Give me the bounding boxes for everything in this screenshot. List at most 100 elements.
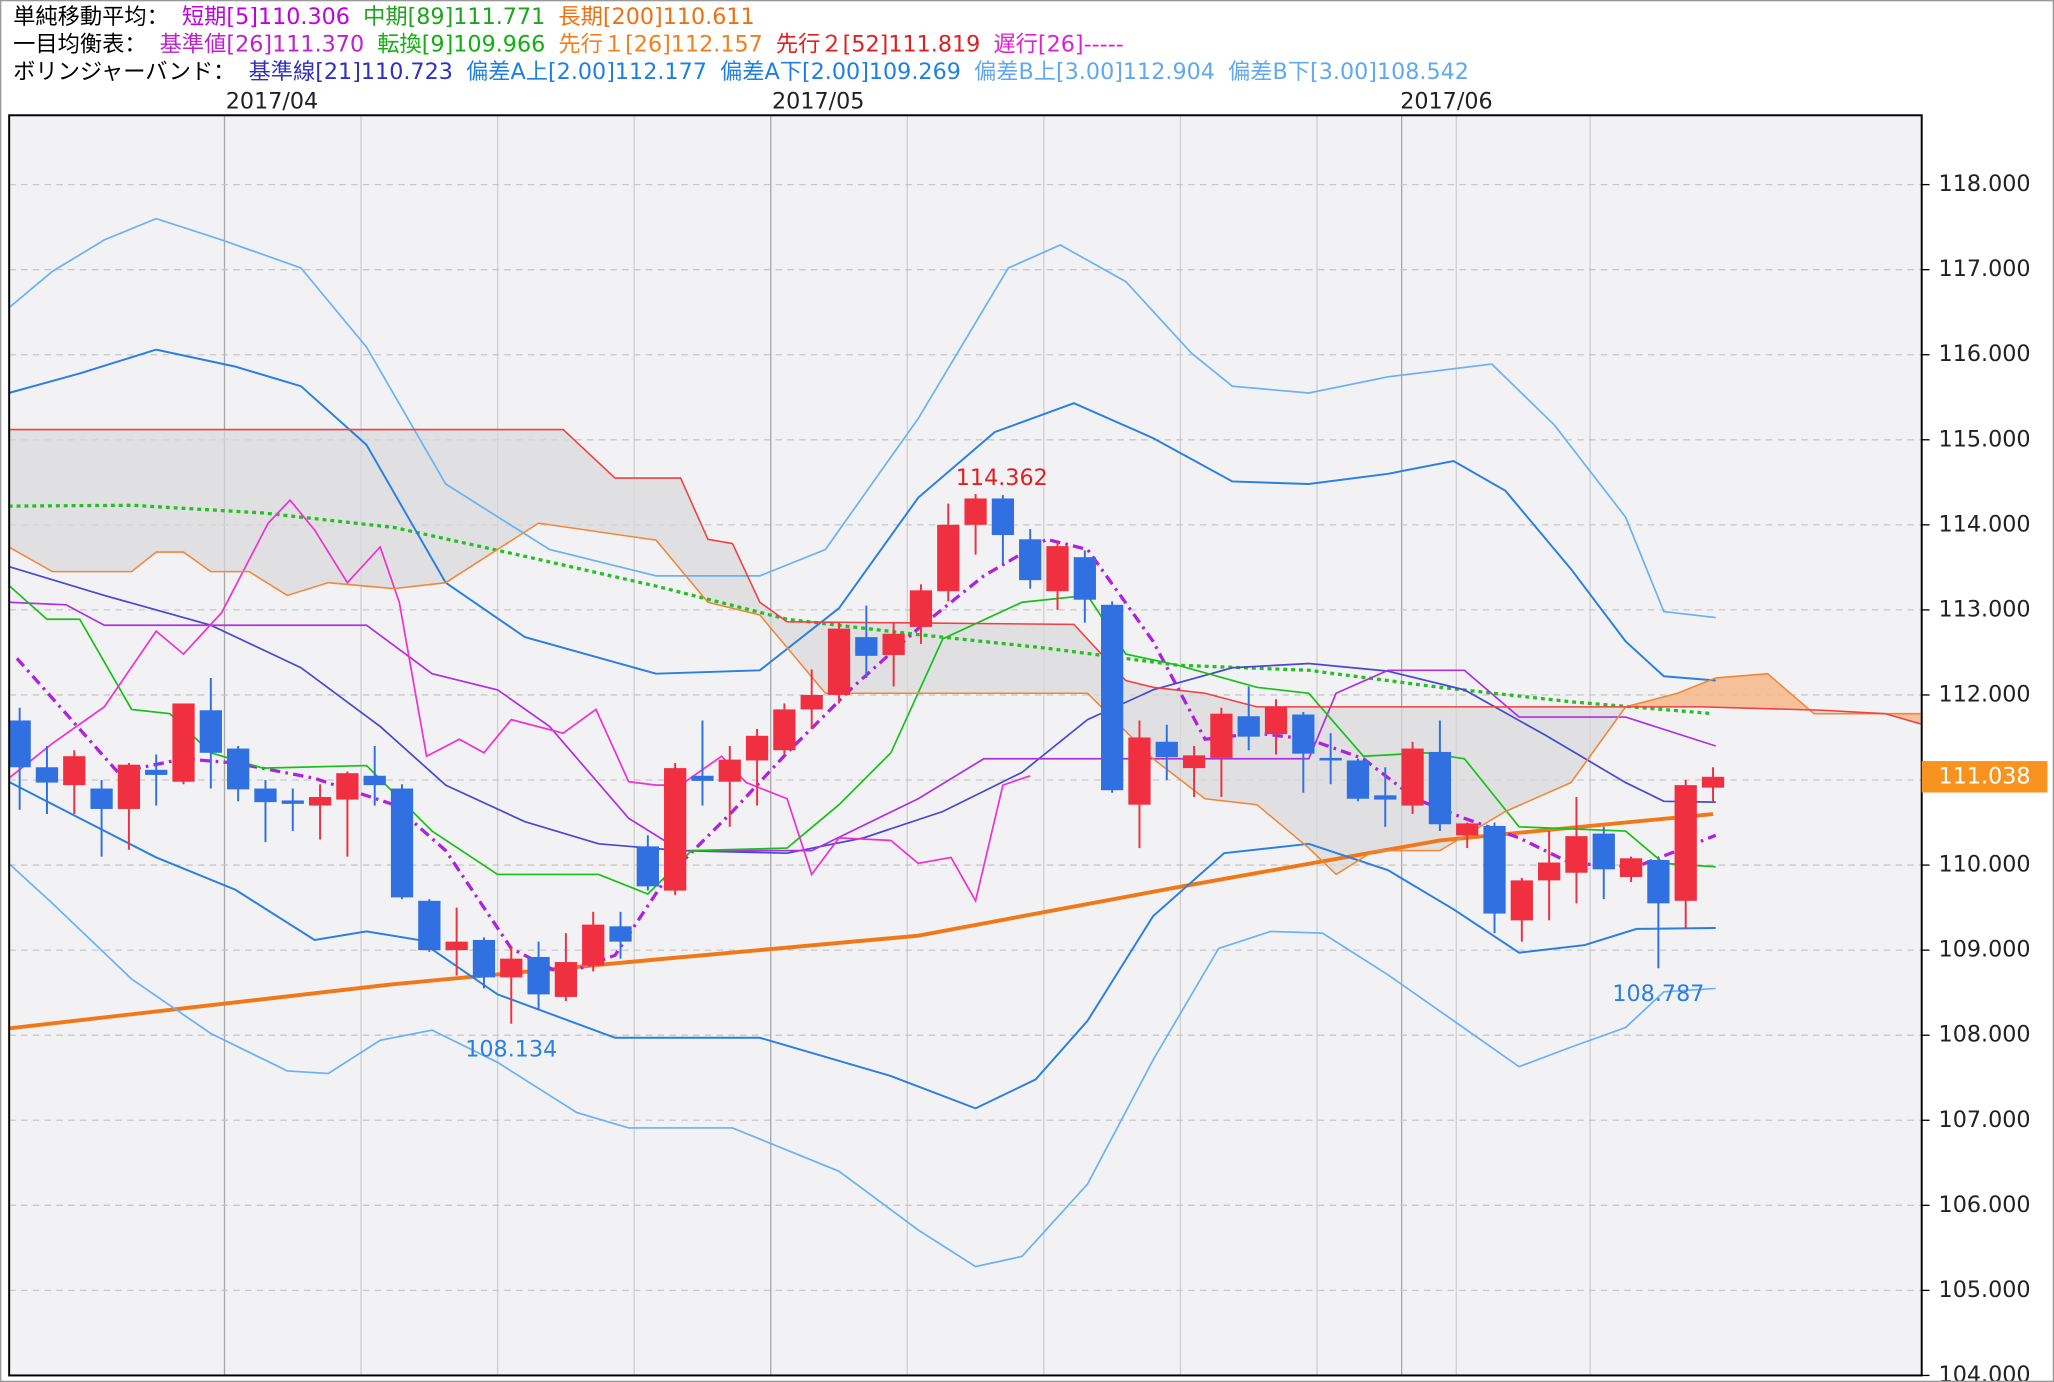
- candle-body: [1374, 795, 1397, 800]
- candle-body: [1483, 825, 1506, 914]
- candle-body: [1319, 757, 1342, 761]
- indicator-line: [8, 522, 1921, 876]
- candle-body: [145, 769, 168, 775]
- candle-body: [636, 846, 659, 887]
- candle-body: [199, 710, 222, 753]
- candle-body: [745, 735, 769, 761]
- price-tag: [1921, 761, 2048, 793]
- legend-entry: 偏差B下[3.00]108.542: [1228, 59, 1469, 85]
- candle-body: [363, 775, 386, 786]
- legend-row: ボリンジャーバンド： 基準線[21]110.723 偏差A上[2.00]112.17…: [13, 59, 1469, 85]
- candle-body: [1346, 760, 1370, 799]
- low-label: 108.134: [465, 1037, 557, 1063]
- candle-body: [308, 797, 332, 806]
- candle-body: [882, 633, 905, 655]
- indicator-line: [8, 348, 1716, 682]
- candle-body: [527, 956, 550, 995]
- candle-body: [937, 524, 960, 592]
- plot-area: [9, 115, 1922, 1376]
- candle-body: [90, 788, 113, 809]
- candle-body: [1182, 755, 1206, 769]
- candle-body: [35, 767, 59, 783]
- candle-body: [609, 926, 632, 942]
- y-tick-label: 115.000: [1939, 426, 2031, 452]
- legend-entry: 単純移動平均：: [13, 4, 169, 30]
- indicator-line: [8, 565, 1716, 855]
- y-tick-label: 116.000: [1939, 341, 2031, 367]
- candle-body: [855, 637, 878, 656]
- candle-body: [254, 788, 277, 803]
- candle-body: [281, 800, 304, 804]
- candle-body: [909, 590, 933, 627]
- x-tick-label: 2017/06: [1400, 89, 1492, 115]
- candle-body: [1401, 748, 1424, 806]
- candle-body: [472, 939, 496, 978]
- legend-entry: 偏差A下[2.00]109.269: [720, 59, 961, 85]
- indicator-line: [8, 780, 1716, 1110]
- candle-body: [1619, 858, 1643, 877]
- candle-body: [1237, 716, 1260, 737]
- indicator-line: [8, 812, 1714, 1031]
- y-tick-label: 108.000: [1939, 1022, 2031, 1048]
- candle-body: [1292, 714, 1315, 754]
- candle-body: [1592, 833, 1615, 870]
- plot-frame: [8, 114, 1923, 1377]
- legend-entry: 一目均衡表：: [13, 31, 147, 57]
- candle-body: [1046, 546, 1069, 592]
- y-tick-label: 114.000: [1939, 511, 2031, 537]
- y-tick-label: 118.000: [1939, 171, 2031, 197]
- y-tick-label: 113.000: [1939, 596, 2031, 622]
- candle-body: [1128, 737, 1151, 805]
- x-tick-label: 2017/04: [226, 89, 318, 115]
- indicator-line: [8, 217, 1716, 619]
- legend-entry: 先行１[26]112.157: [558, 31, 762, 57]
- candle-body: [991, 498, 1015, 536]
- candle-body: [1019, 539, 1042, 581]
- candle-body: [1210, 713, 1233, 758]
- candle-body: [1647, 859, 1670, 904]
- candle-body: [8, 720, 31, 768]
- candle-body: [418, 900, 441, 951]
- y-tick-label: 112.000: [1939, 681, 2031, 707]
- candle-body: [1456, 823, 1479, 836]
- legend-entry: 転換[9]109.966: [377, 31, 545, 57]
- indicator-line: [8, 601, 1717, 852]
- y-tick-label: 109.000: [1939, 937, 2031, 963]
- candle-body: [718, 759, 741, 782]
- candle-body: [800, 694, 823, 710]
- legend-entry: 偏差A上[2.00]112.177: [466, 59, 707, 85]
- candle-body: [500, 958, 523, 978]
- candle-body: [227, 748, 250, 790]
- candle-body: [1538, 862, 1561, 881]
- indicator-line: [8, 428, 1921, 725]
- candle-body: [1155, 741, 1178, 758]
- candle-body: [664, 768, 687, 891]
- candle-body: [336, 773, 359, 800]
- legend-row: 単純移動平均： 短期[5]110.306 中期[89]111.771 長期[200]1…: [13, 4, 755, 30]
- legend-entry: 偏差B上[3.00]112.904: [974, 59, 1215, 85]
- y-tick-label: 104.000: [1939, 1362, 2031, 1382]
- legend-entry: 先行２[52]111.819: [776, 31, 980, 57]
- candle-body: [172, 703, 195, 782]
- y-tick-label: 117.000: [1939, 256, 2031, 282]
- indicator-line: [8, 862, 1716, 1268]
- indicator-line: [8, 498, 1031, 904]
- candle-body: [1428, 751, 1452, 825]
- candle-body: [1073, 557, 1096, 600]
- y-tick-label: 105.000: [1939, 1277, 2031, 1303]
- candle-body: [1510, 880, 1533, 921]
- y-tick-label: 107.000: [1939, 1107, 2031, 1133]
- candle-body: [445, 941, 468, 951]
- candle-body: [390, 788, 414, 898]
- candle-body: [63, 756, 86, 786]
- candle-body: [964, 498, 987, 525]
- candle-body: [1101, 604, 1124, 791]
- candle-body: [117, 764, 141, 809]
- y-tick-label: 106.000: [1939, 1192, 2031, 1218]
- candle-body: [1674, 785, 1697, 901]
- candle-body: [691, 775, 714, 781]
- candle-body: [554, 962, 578, 997]
- candle-body: [1701, 776, 1725, 788]
